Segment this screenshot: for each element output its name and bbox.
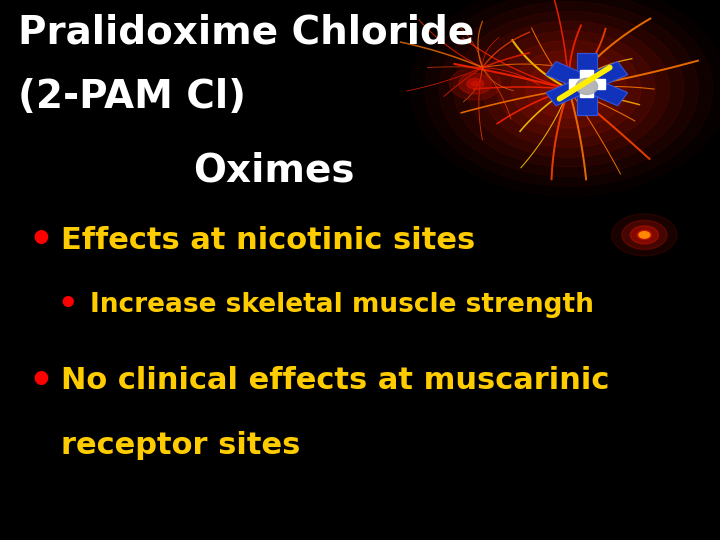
Ellipse shape: [639, 232, 649, 238]
Ellipse shape: [630, 226, 659, 244]
Ellipse shape: [622, 220, 667, 249]
Ellipse shape: [482, 31, 655, 147]
Text: receptor sites: receptor sites: [61, 431, 300, 460]
Text: (2-PAM Cl): (2-PAM Cl): [18, 78, 246, 116]
Text: No clinical effects at muscarinic: No clinical effects at muscarinic: [61, 366, 610, 395]
Bar: [569, 79, 605, 89]
Text: Oximes: Oximes: [193, 151, 354, 189]
Ellipse shape: [439, 2, 698, 177]
Ellipse shape: [449, 68, 501, 100]
Ellipse shape: [637, 231, 652, 239]
Ellipse shape: [468, 21, 670, 157]
Text: Effects at nicotinic sites: Effects at nicotinic sites: [61, 226, 475, 255]
Ellipse shape: [472, 82, 479, 86]
Ellipse shape: [612, 214, 677, 256]
Ellipse shape: [540, 70, 598, 109]
Ellipse shape: [467, 78, 484, 89]
Text: Increase skeletal muscle strength: Increase skeletal muscle strength: [90, 292, 594, 318]
Ellipse shape: [497, 40, 641, 138]
Text: •: •: [58, 289, 78, 321]
Polygon shape: [577, 53, 597, 115]
Polygon shape: [546, 62, 628, 106]
Text: •: •: [29, 221, 54, 259]
Ellipse shape: [425, 0, 713, 186]
Ellipse shape: [642, 233, 647, 237]
Ellipse shape: [459, 73, 492, 94]
Text: •: •: [29, 362, 54, 400]
Ellipse shape: [454, 11, 684, 167]
Ellipse shape: [511, 50, 626, 128]
Ellipse shape: [526, 60, 612, 118]
Text: Pralidoxime Chloride: Pralidoxime Chloride: [18, 14, 474, 51]
Polygon shape: [546, 62, 628, 106]
Bar: [580, 70, 593, 97]
Ellipse shape: [576, 78, 598, 94]
